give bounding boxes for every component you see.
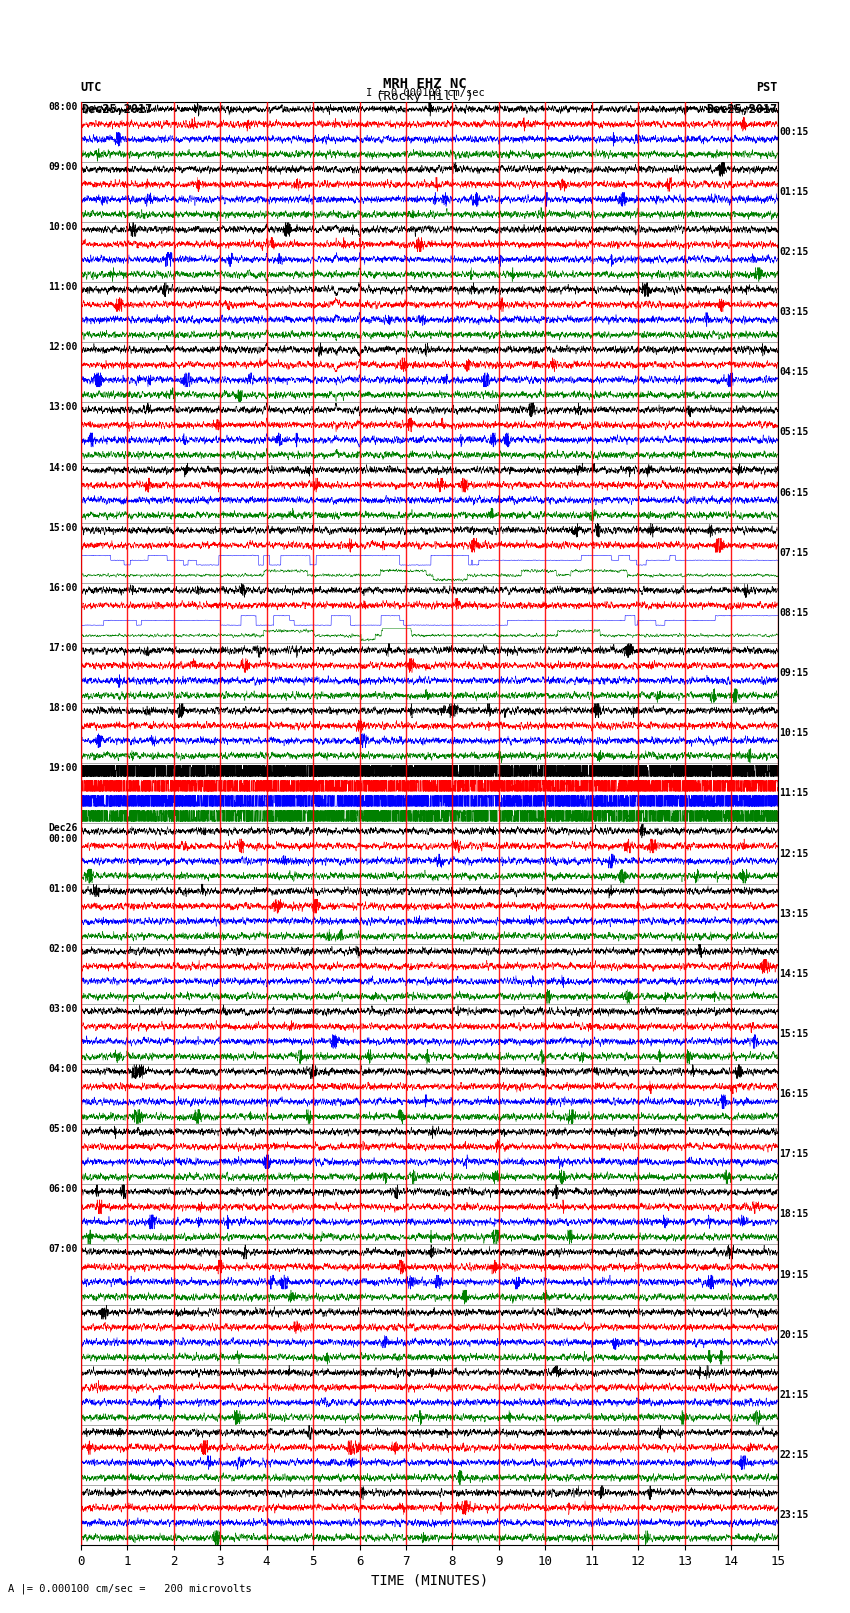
- Text: 06:15: 06:15: [779, 487, 808, 497]
- Text: 21:15: 21:15: [779, 1390, 808, 1400]
- Text: 22:15: 22:15: [779, 1450, 808, 1460]
- Text: 05:15: 05:15: [779, 427, 808, 437]
- Text: 04:15: 04:15: [779, 368, 808, 377]
- Text: 11:00: 11:00: [48, 282, 77, 292]
- Text: Dec25,2017: Dec25,2017: [706, 103, 778, 116]
- Text: 02:15: 02:15: [779, 247, 808, 256]
- Text: 01:00: 01:00: [48, 884, 77, 894]
- Text: 19:15: 19:15: [779, 1269, 808, 1279]
- Text: 17:15: 17:15: [779, 1150, 808, 1160]
- Text: 14:15: 14:15: [779, 969, 808, 979]
- Text: 15:00: 15:00: [48, 523, 77, 532]
- Text: 03:15: 03:15: [779, 306, 808, 318]
- Text: I = 0.000100 cm/sec: I = 0.000100 cm/sec: [366, 89, 484, 98]
- Text: 12:00: 12:00: [48, 342, 77, 352]
- Text: 05:00: 05:00: [48, 1124, 77, 1134]
- Text: 04:00: 04:00: [48, 1065, 77, 1074]
- Text: (Rocky Hill ): (Rocky Hill ): [377, 90, 473, 103]
- Text: 11:15: 11:15: [779, 789, 808, 798]
- Text: Dec25,2017: Dec25,2017: [81, 103, 152, 116]
- Text: 13:00: 13:00: [48, 402, 77, 413]
- Text: 17:00: 17:00: [48, 644, 77, 653]
- Text: 07:15: 07:15: [779, 548, 808, 558]
- Text: 18:15: 18:15: [779, 1210, 808, 1219]
- Text: 15:15: 15:15: [779, 1029, 808, 1039]
- Text: 09:00: 09:00: [48, 161, 77, 171]
- Text: 09:15: 09:15: [779, 668, 808, 677]
- Text: 20:15: 20:15: [779, 1329, 808, 1340]
- Text: 18:00: 18:00: [48, 703, 77, 713]
- Text: 16:00: 16:00: [48, 582, 77, 594]
- Text: UTC: UTC: [81, 81, 102, 94]
- Text: 16:15: 16:15: [779, 1089, 808, 1098]
- Text: 03:00: 03:00: [48, 1003, 77, 1015]
- Text: PST: PST: [756, 81, 778, 94]
- Text: 02:00: 02:00: [48, 944, 77, 953]
- Text: 23:15: 23:15: [779, 1510, 808, 1519]
- Text: 01:15: 01:15: [779, 187, 808, 197]
- Text: 12:15: 12:15: [779, 848, 808, 858]
- Text: 19:00: 19:00: [48, 763, 77, 773]
- Text: Dec26
00:00: Dec26 00:00: [48, 824, 77, 844]
- Text: 00:15: 00:15: [779, 127, 808, 137]
- Text: 10:00: 10:00: [48, 223, 77, 232]
- Text: MRH EHZ NC: MRH EHZ NC: [383, 77, 467, 90]
- Text: 07:00: 07:00: [48, 1245, 77, 1255]
- Text: 14:00: 14:00: [48, 463, 77, 473]
- Text: 06:00: 06:00: [48, 1184, 77, 1194]
- Text: 10:15: 10:15: [779, 727, 808, 739]
- Text: 13:15: 13:15: [779, 908, 808, 919]
- Text: 08:00: 08:00: [48, 102, 77, 111]
- X-axis label: TIME (MINUTES): TIME (MINUTES): [371, 1574, 488, 1587]
- Text: A |= 0.000100 cm/sec =   200 microvolts: A |= 0.000100 cm/sec = 200 microvolts: [8, 1582, 252, 1594]
- Text: 08:15: 08:15: [779, 608, 808, 618]
